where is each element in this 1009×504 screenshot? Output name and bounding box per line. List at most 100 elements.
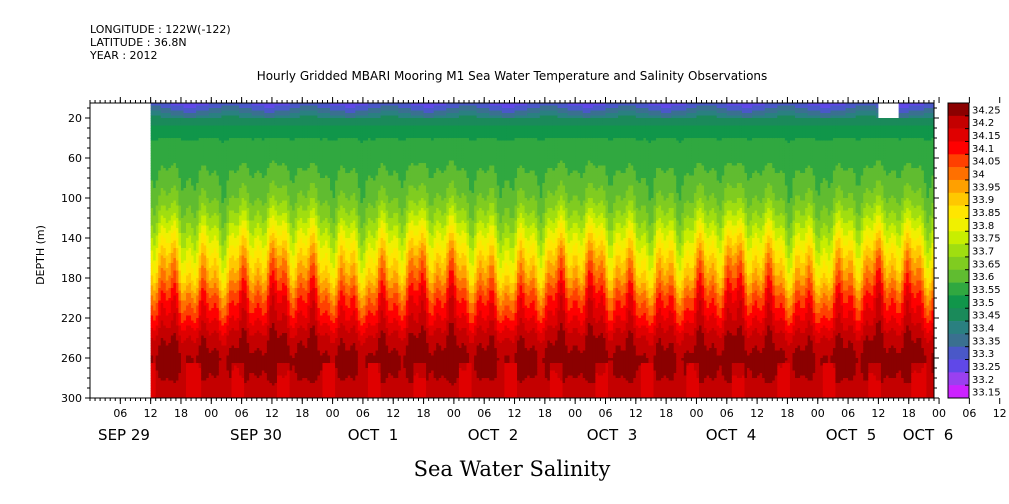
colorbar-swatch [948,346,969,360]
colorbar-swatch [948,308,969,322]
colorbar-label: 34.15 [972,131,1001,142]
colorbar-swatch [948,115,969,129]
colorbar-label: 33.3 [972,349,994,360]
colorbar-label: 33.2 [972,375,994,386]
colorbar-label: 33.25 [972,362,1001,373]
x-tick-label: 06 [356,407,370,420]
colorbar-swatch [948,103,969,117]
y-tick-label: 60 [68,152,82,165]
axes: 20 60 100 140 180 220 260 300 06 12 18 00 06 12 18 00 06… [61,97,1007,444]
colorbar-swatch [948,282,969,296]
colorbar-swatch [948,256,969,271]
x-day-label: OCT 3 [587,426,638,444]
colorbar-swatch [948,179,969,194]
latitude-label: LATITUDE : 36.8N [90,37,187,49]
x-tick-label: 00 [568,407,582,420]
y-axis-label: DEPTH (m) [34,225,47,285]
colorbar-label: 34.05 [972,157,1001,168]
y-tick-label: 100 [61,192,82,205]
y-tick-label: 20 [68,112,82,125]
colorbar-label: 33.4 [972,323,994,334]
x-tick-label: 12 [508,407,522,420]
colorbar-label: 33.45 [972,311,1001,322]
colorbar-swatch [948,321,969,335]
y-tick-label: 180 [61,272,82,285]
colorbar-swatch [948,167,969,181]
colorbar-swatch [948,359,969,373]
colorbar-label: 33.95 [972,182,1001,193]
colorbar-swatch [948,154,969,168]
colorbar-label: 34.25 [972,105,1001,116]
y-tick-label: 300 [61,392,82,405]
x-day-label: OCT 4 [706,426,757,444]
x-tick-label: 18 [295,407,309,420]
colorbar-label: 34.1 [972,144,994,155]
colorbar-swatch [948,244,969,258]
x-tick-label: 00 [811,407,825,420]
missing-data-box [878,103,899,118]
x-tick-label: 12 [386,407,400,420]
colorbar-label: 33.15 [972,388,1001,399]
colorbar-label: 34 [972,170,985,181]
x-axis-label: Sea Water Salinity [414,457,611,481]
colorbar-swatch [948,141,969,155]
colorbar-label: 33.55 [972,285,1001,296]
x-tick-label: 00 [204,407,218,420]
x-tick-label: 06 [962,407,976,420]
colorbar-label: 33.6 [972,272,994,283]
x-tick-label: 18 [538,407,552,420]
x-tick-label: 12 [871,407,885,420]
colorbar-swatch [948,372,969,386]
colorbar-label: 33.85 [972,208,1001,219]
x-day-label: OCT 2 [468,426,519,444]
salinity-field [90,103,934,398]
x-tick-label: 06 [841,407,855,420]
x-tick-label: 06 [113,407,127,420]
x-tick-label: 00 [932,407,946,420]
x-day-label: SEP 30 [230,426,282,444]
x-tick-label: 18 [174,407,188,420]
x-tick-label: 00 [447,407,461,420]
colorbar-swatch [948,218,969,232]
colorbar-label: 33.65 [972,259,1001,270]
x-tick-label: 12 [265,407,279,420]
colorbar-label: 33.35 [972,336,1001,347]
colorbar-swatch [948,385,969,399]
colorbar-swatch [948,231,969,245]
x-tick-label: 06 [477,407,491,420]
x-tick-label: 18 [902,407,916,420]
x-tick-label: 00 [326,407,340,420]
colorbar-swatch [948,333,969,347]
colorbar-label: 33.5 [972,298,994,309]
plot-area [90,103,934,398]
chart-title: Hourly Gridded MBARI Mooring M1 Sea Wate… [257,69,768,83]
colorbar-swatch [948,205,969,219]
x-day-label: SEP 29 [98,426,150,444]
x-tick-label: 00 [689,407,703,420]
y-tick-label: 220 [61,312,82,325]
colorbar-swatch [948,295,969,309]
x-day-label: OCT 1 [348,426,399,444]
y-tick-label: 140 [61,232,82,245]
x-tick-label: 06 [235,407,249,420]
colorbar-swatch [948,128,969,142]
colorbar-swatch [948,269,969,283]
x-tick-label: 12 [993,407,1007,420]
colorbar-label: 33.75 [972,234,1001,245]
x-tick-label: 18 [417,407,431,420]
colorbar-label: 33.7 [972,247,994,258]
colorbar-label: 33.9 [972,195,994,206]
x-tick-label: 18 [659,407,673,420]
x-tick-label: 12 [144,407,158,420]
year-label: YEAR : 2012 [90,50,158,62]
longitude-label: LONGITUDE : 122W(-122) [90,24,231,36]
colorbar-label: 34.2 [972,118,994,129]
x-day-label: OCT 5 [826,426,877,444]
y-tick-label: 260 [61,352,82,365]
x-tick-label: 12 [629,407,643,420]
x-day-label: OCT 6 [903,426,954,444]
x-tick-label: 06 [598,407,612,420]
x-tick-label: 18 [780,407,794,420]
